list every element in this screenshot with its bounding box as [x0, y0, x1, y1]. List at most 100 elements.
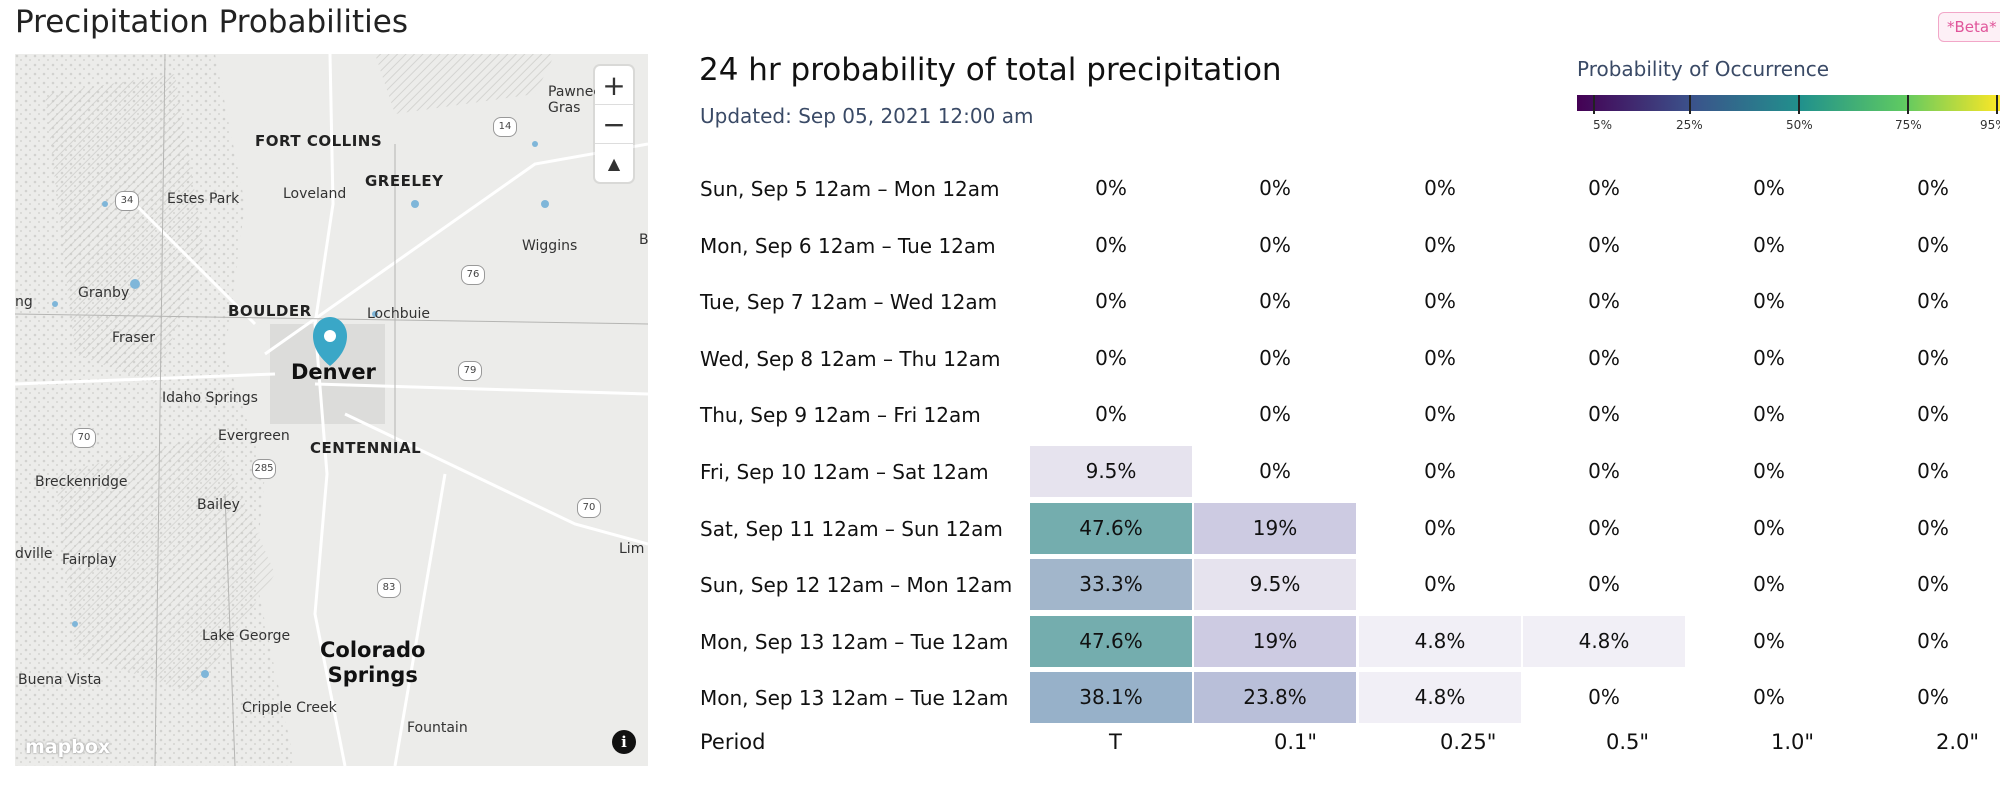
map[interactable]: FORT COLLINS GREELEY Loveland Estes Park…: [15, 54, 648, 766]
row-period-label: Mon, Sep 13 12am – Tue 12am: [700, 630, 1009, 654]
probability-cell: 0%: [1424, 289, 1456, 313]
legend-tick: [1689, 95, 1691, 114]
row-period-label: Thu, Sep 9 12am – Fri 12am: [700, 403, 981, 427]
probability-cell: 0%: [1095, 176, 1127, 200]
threshold-label: 2.0": [1936, 730, 1980, 754]
map-label-fraser: Fraser: [112, 330, 156, 346]
probability-cell: 0%: [1424, 402, 1456, 426]
legend-tick-label: 75%: [1895, 118, 1922, 132]
probability-cell: 0%: [1259, 233, 1291, 257]
probability-cell: 0%: [1259, 459, 1291, 483]
map-label-boulder: BOULDER: [228, 302, 312, 320]
probability-cell: 0%: [1588, 346, 1620, 370]
map-label-fountain: Fountain: [407, 720, 468, 736]
legend-tick-label: 5%: [1593, 118, 1613, 132]
legend-tick: [1593, 95, 1595, 114]
probability-cell: 4.8%: [1359, 616, 1521, 667]
map-label-evergreen: Evergreen: [218, 428, 290, 444]
map-label-colorado-springs: Colorado Springs: [320, 638, 426, 687]
probability-cell: 0%: [1259, 289, 1291, 313]
probability-cell: 0%: [1424, 233, 1456, 257]
probability-cell: 0%: [1424, 572, 1456, 596]
row-period-label: Fri, Sep 10 12am – Sat 12am: [700, 460, 989, 484]
period-column-label: Period: [700, 730, 766, 754]
map-label-denver: Denver: [291, 360, 376, 384]
map-label-buena-vista: Buena Vista: [18, 672, 102, 688]
legend-tick-label: 50%: [1786, 118, 1813, 132]
threshold-label: 0.25": [1440, 730, 1497, 754]
map-label-fort-collins: FORT COLLINS: [255, 132, 383, 150]
map-label-lim: Lim: [619, 541, 645, 557]
probability-cell: 0%: [1259, 176, 1291, 200]
probability-cell: 0%: [1259, 402, 1291, 426]
probability-cell: 0%: [1917, 685, 1949, 709]
map-label-lochbuie: Lochbuie: [367, 306, 430, 322]
probability-cell: 0%: [1917, 402, 1949, 426]
row-period-label: Mon, Sep 13 12am – Tue 12am: [700, 686, 1009, 710]
probability-cell: 0%: [1424, 459, 1456, 483]
probability-cell: 33.3%: [1030, 559, 1192, 610]
probability-cell: 0%: [1095, 346, 1127, 370]
map-label-wiggins: Wiggins: [522, 238, 578, 254]
probability-cell: 0%: [1753, 346, 1785, 370]
probability-cell: 0%: [1917, 459, 1949, 483]
probability-cell: 0%: [1753, 629, 1785, 653]
info-icon[interactable]: i: [612, 730, 636, 754]
map-controls: + − ▲: [595, 66, 633, 182]
row-period-label: Sat, Sep 11 12am – Sun 12am: [700, 517, 1003, 541]
route-shield: 79: [458, 361, 482, 381]
threshold-label: 0.5": [1606, 730, 1650, 754]
panel-heading: 24 hr probability of total precipitation: [699, 52, 1282, 88]
probability-cell: 0%: [1753, 685, 1785, 709]
route-shield: 83: [377, 578, 401, 598]
route-shield: 14: [493, 117, 517, 137]
route-shield: 70: [72, 428, 96, 448]
compass-button[interactable]: ▲: [607, 153, 621, 173]
probability-cell: 0%: [1424, 346, 1456, 370]
probability-cell: 19%: [1194, 616, 1356, 667]
map-label-granby: Granby: [78, 285, 130, 301]
legend-tick: [1798, 95, 1800, 114]
threshold-label: 1.0": [1771, 730, 1815, 754]
probability-cell: 47.6%: [1030, 503, 1192, 554]
probability-cell: 9.5%: [1194, 559, 1356, 610]
probability-cell: 0%: [1588, 233, 1620, 257]
probability-cell: 0%: [1095, 402, 1127, 426]
map-label-greeley: GREELEY: [365, 172, 444, 190]
location-pin-icon[interactable]: [313, 317, 347, 366]
map-label-ng: ng: [15, 294, 33, 310]
probability-cell: 0%: [1917, 629, 1949, 653]
map-label-pawnee: Pawnee Gras: [548, 84, 602, 116]
probability-cell: 0%: [1424, 516, 1456, 540]
legend-tick: [1907, 95, 1909, 114]
probability-cell: 0%: [1917, 346, 1949, 370]
zoom-in-button[interactable]: +: [595, 66, 633, 105]
route-shield: 70: [577, 498, 601, 518]
probability-cell: 4.8%: [1523, 616, 1685, 667]
probability-cell: 0%: [1424, 176, 1456, 200]
legend-tick-label: 95%: [1980, 118, 2000, 132]
probability-cell: 0%: [1917, 289, 1949, 313]
legend-title: Probability of Occurrence: [1577, 57, 1830, 81]
zoom-out-button[interactable]: −: [595, 105, 633, 144]
probability-cell: 19%: [1194, 503, 1356, 554]
threshold-label: T: [1109, 730, 1122, 754]
probability-cell: 0%: [1753, 572, 1785, 596]
probability-cell: 0%: [1753, 233, 1785, 257]
probability-cell: 9.5%: [1030, 446, 1192, 497]
probability-cell: 0%: [1588, 289, 1620, 313]
probability-cell: 0%: [1095, 289, 1127, 313]
probability-cell: 0%: [1917, 516, 1949, 540]
probability-cell: 0%: [1588, 459, 1620, 483]
map-label-fairplay: Fairplay: [62, 552, 117, 568]
row-period-label: Sun, Sep 12 12am – Mon 12am: [700, 573, 1013, 597]
map-label-cripple-creek: Cripple Creek: [242, 700, 337, 716]
probability-cell: 47.6%: [1030, 616, 1192, 667]
legend-color-bar: [1577, 95, 2000, 111]
mapbox-logo[interactable]: mapbox: [25, 736, 111, 758]
probability-cell: 0%: [1259, 346, 1291, 370]
probability-cell: 38.1%: [1030, 672, 1192, 723]
probability-cell: 0%: [1917, 176, 1949, 200]
threshold-label: 0.1": [1274, 730, 1318, 754]
probability-cell: 0%: [1588, 685, 1620, 709]
